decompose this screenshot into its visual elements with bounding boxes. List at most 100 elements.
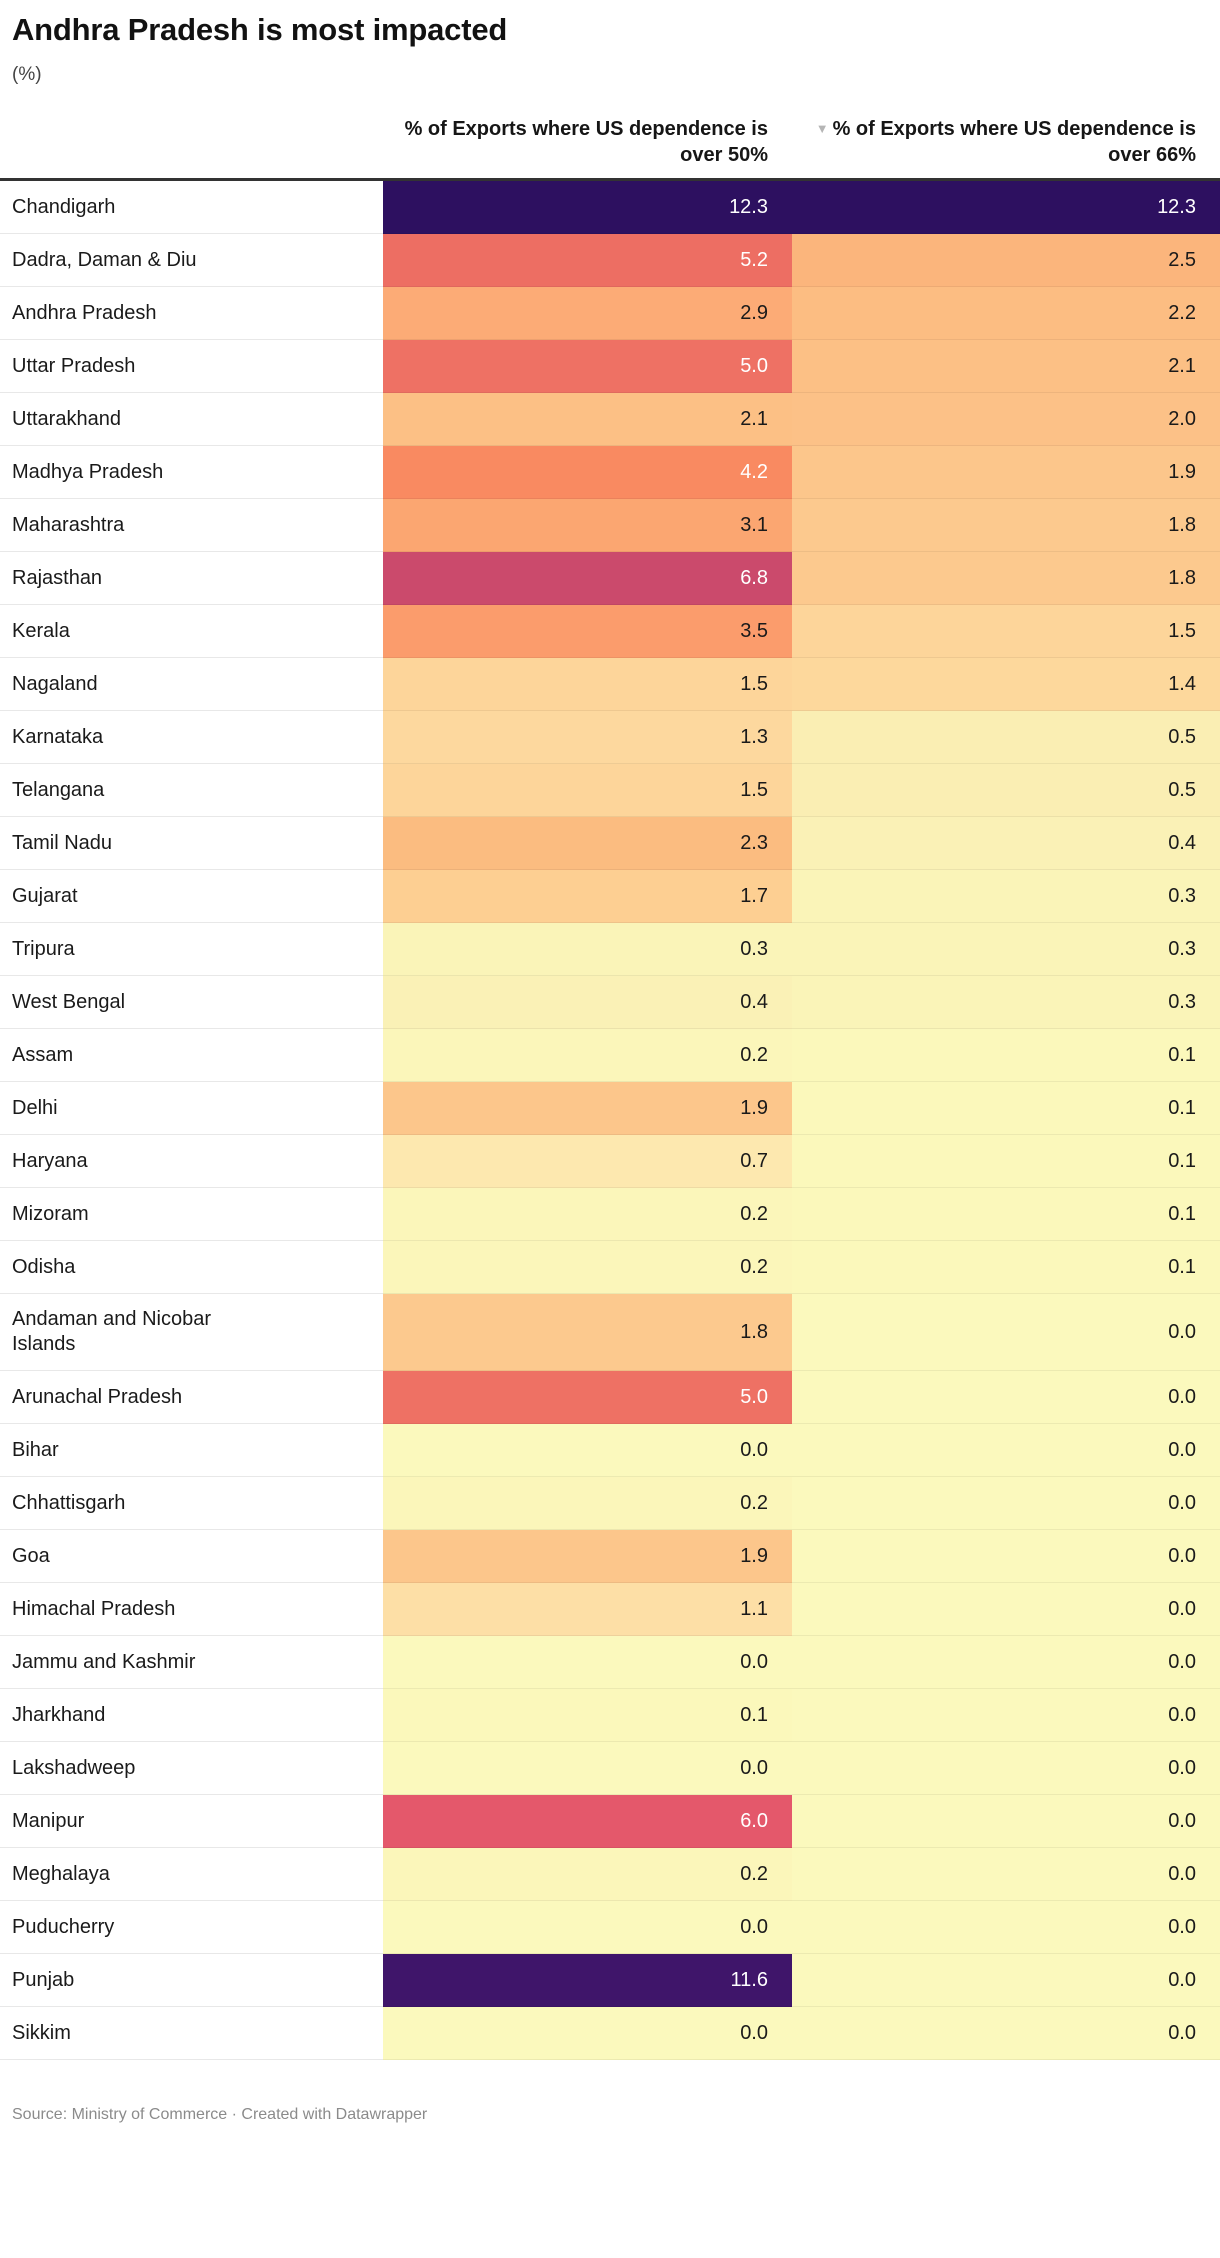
value-cell-over-66: 0.1 [792,1188,1220,1241]
table-row: Arunachal Pradesh 5.0 0.0 [0,1371,1220,1424]
value-cell-over-50: 12.3 [383,181,792,234]
value-cell-over-66: 0.0 [792,1371,1220,1424]
state-name-cell: Madhya Pradesh [0,446,383,499]
value-cell-over-50: 0.0 [383,1424,792,1477]
state-name-cell: Assam [0,1029,383,1082]
value-cell-over-66: 0.3 [792,923,1220,976]
value-cell-over-50: 0.2 [383,1029,792,1082]
table-row: Maharashtra 3.1 1.8 [0,499,1220,552]
table-row: Chhattisgarh 0.2 0.0 [0,1477,1220,1530]
table-row: Andaman and Nicobar Islands 1.8 0.0 [0,1294,1220,1371]
value-cell-over-66: 0.0 [792,1424,1220,1477]
column-header-over-50[interactable]: % of Exports where US dependence is over… [404,118,768,166]
state-name-cell: Meghalaya [0,1848,383,1901]
table-row: Kerala 3.5 1.5 [0,605,1220,658]
value-cell-over-50: 0.3 [383,923,792,976]
value-cell-over-50: 3.5 [383,605,792,658]
value-cell-over-50: 1.7 [383,870,792,923]
chart-container: Andhra Pradesh is most impacted (%) % of… [0,12,1220,2123]
table-row: West Bengal 0.4 0.3 [0,976,1220,1029]
table-row: Andhra Pradesh 2.9 2.2 [0,287,1220,340]
state-name-cell: Andaman and Nicobar Islands [0,1294,383,1371]
value-cell-over-66: 12.3 [792,181,1220,234]
value-cell-over-50: 0.0 [383,1901,792,1954]
value-cell-over-50: 0.4 [383,976,792,1029]
value-cell-over-50: 1.9 [383,1530,792,1583]
value-cell-over-66: 1.8 [792,552,1220,605]
state-name-cell: Jharkhand [0,1689,383,1742]
state-name-cell: Dadra, Daman & Diu [0,234,383,287]
state-name-cell: Andhra Pradesh [0,287,383,340]
value-cell-over-66: 0.0 [792,1954,1220,2007]
table-row: Manipur 6.0 0.0 [0,1795,1220,1848]
chart-subtitle: (%) [12,64,42,85]
value-cell-over-66: 0.1 [792,1082,1220,1135]
state-name-cell: Kerala [0,605,383,658]
state-name-cell: Haryana [0,1135,383,1188]
table-row: Nagaland 1.5 1.4 [0,658,1220,711]
value-cell-over-50: 0.0 [383,1636,792,1689]
state-name-cell: Punjab [0,1954,383,2007]
state-name-cell: Tripura [0,923,383,976]
state-name-cell: Tamil Nadu [0,817,383,870]
value-cell-over-66: 2.5 [792,234,1220,287]
value-cell-over-66: 2.2 [792,287,1220,340]
state-name-cell: Sikkim [0,2007,383,2060]
state-name-cell: Telangana [0,764,383,817]
value-cell-over-66: 0.4 [792,817,1220,870]
value-cell-over-50: 5.2 [383,234,792,287]
value-cell-over-66: 2.0 [792,393,1220,446]
table-row: Puducherry 0.0 0.0 [0,1901,1220,1954]
value-cell-over-66: 0.3 [792,976,1220,1029]
state-name-cell: Bihar [0,1424,383,1477]
state-name-cell: Karnataka [0,711,383,764]
table-row: Mizoram 0.2 0.1 [0,1188,1220,1241]
column-header-over-66-label: % of Exports where US dependence is over… [832,118,1196,166]
value-cell-over-50: 0.7 [383,1135,792,1188]
value-cell-over-50: 2.1 [383,393,792,446]
value-cell-over-66: 1.5 [792,605,1220,658]
state-name-cell: Manipur [0,1795,383,1848]
value-cell-over-66: 1.9 [792,446,1220,499]
value-cell-over-66: 1.8 [792,499,1220,552]
value-cell-over-66: 0.0 [792,1583,1220,1636]
value-cell-over-50: 0.2 [383,1477,792,1530]
source-text: Source: Ministry of Commerce [12,2106,228,2123]
sort-descending-icon: ▼ [815,121,829,136]
state-name-cell: Uttarakhand [0,393,383,446]
state-name-cell: Rajasthan [0,552,383,605]
state-name-cell: Odisha [0,1241,383,1294]
state-name-cell: Uttar Pradesh [0,340,383,393]
table-row: Jammu and Kashmir 0.0 0.0 [0,1636,1220,1689]
state-name-cell: Himachal Pradesh [0,1583,383,1636]
heatmap-table: % of Exports where US dependence is over… [0,116,1220,2060]
value-cell-over-50: 0.2 [383,1241,792,1294]
value-cell-over-50: 0.2 [383,1188,792,1241]
state-name-cell: Goa [0,1530,383,1583]
table-row: Lakshadweep 0.0 0.0 [0,1742,1220,1795]
column-header-over-66[interactable]: ▼% of Exports where US dependence is ove… [792,116,1220,168]
value-cell-over-66: 0.0 [792,1636,1220,1689]
table-row: Dadra, Daman & Diu 5.2 2.5 [0,234,1220,287]
value-cell-over-66: 0.5 [792,711,1220,764]
value-cell-over-50: 2.3 [383,817,792,870]
table-row: Jharkhand 0.1 0.0 [0,1689,1220,1742]
table-row: Uttar Pradesh 5.0 2.1 [0,340,1220,393]
value-cell-over-66: 0.1 [792,1241,1220,1294]
table-row: Gujarat 1.7 0.3 [0,870,1220,923]
value-cell-over-66: 0.3 [792,870,1220,923]
value-cell-over-66: 0.1 [792,1135,1220,1188]
table-row: Meghalaya 0.2 0.0 [0,1848,1220,1901]
table-body: Chandigarh 12.3 12.3 Dadra, Daman & Diu 5.2 2… [0,181,1220,2060]
value-cell-over-50: 1.1 [383,1583,792,1636]
value-cell-over-66: 1.4 [792,658,1220,711]
value-cell-over-50: 3.1 [383,499,792,552]
table-row: Punjab 11.6 0.0 [0,1954,1220,2007]
value-cell-over-50: 0.0 [383,1742,792,1795]
state-name-cell: Nagaland [0,658,383,711]
table-row: Karnataka 1.3 0.5 [0,711,1220,764]
value-cell-over-66: 0.0 [792,1689,1220,1742]
state-name-cell: Lakshadweep [0,1742,383,1795]
value-cell-over-50: 6.0 [383,1795,792,1848]
value-cell-over-66: 0.0 [792,1901,1220,1954]
